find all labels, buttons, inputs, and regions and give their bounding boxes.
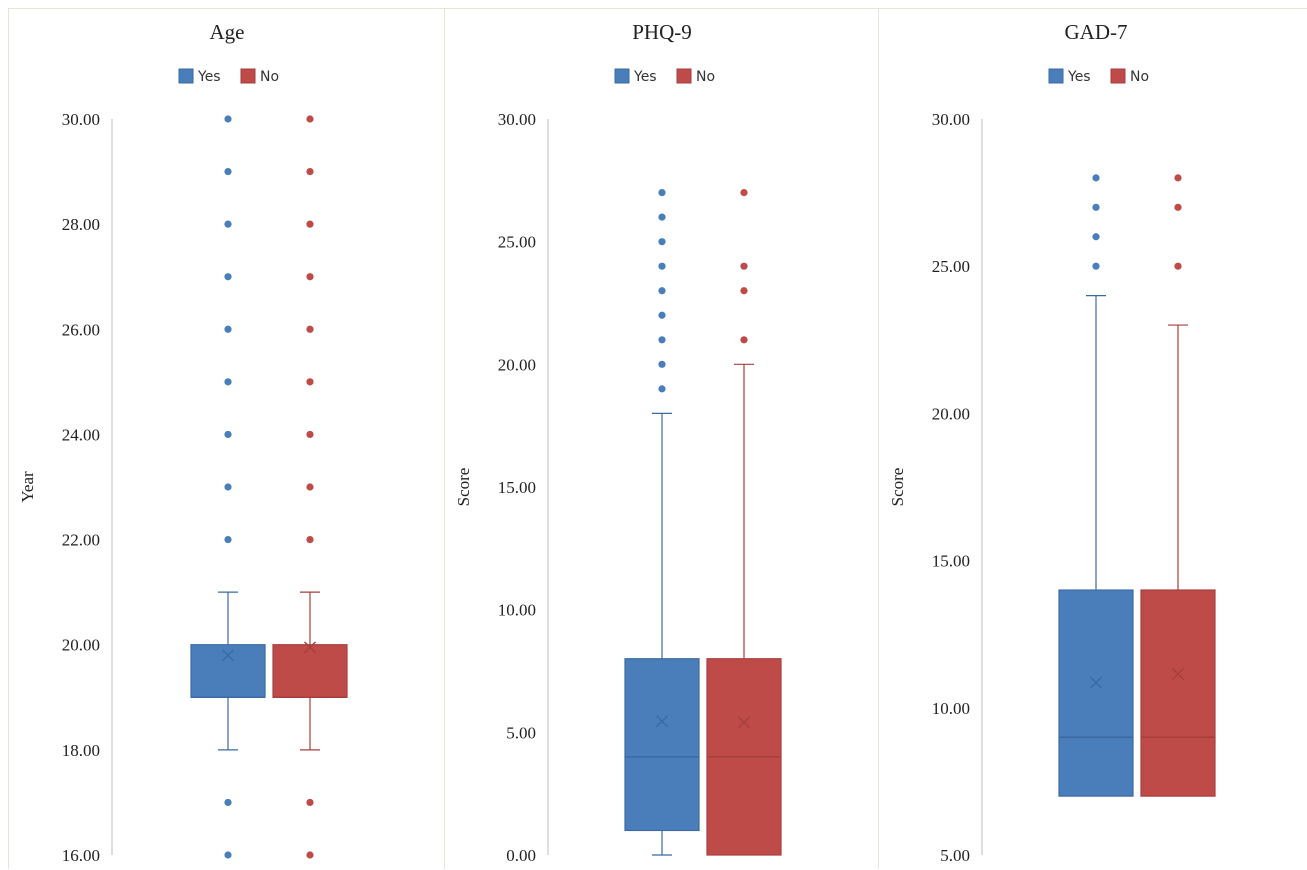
age-yes-box [190, 644, 266, 698]
gad7-yes-outlier-point [1092, 174, 1100, 182]
gad7-y-tick-label: 25.00 [932, 257, 970, 276]
gad7-y-tick-label: 5.00 [940, 846, 970, 865]
age-no-outlier-point [306, 273, 314, 281]
age-yes-outlier-point [224, 273, 232, 281]
phq9-no-outlier-point [740, 262, 748, 270]
legend-label-no: No [260, 69, 279, 85]
age-no-outlier-point [306, 483, 314, 491]
legend-swatch-no [240, 68, 256, 84]
phq9-yes-outlier-point [658, 385, 666, 393]
phq9-no-outlier-point [740, 336, 748, 344]
phq9-yes-outlier-point [658, 287, 666, 295]
age-yes-outlier-point [224, 378, 232, 386]
phq9-y-axis-label: Score [454, 468, 473, 507]
phq9-y-tick-label: 5.00 [506, 723, 536, 742]
age-no-outlier-point [306, 851, 314, 859]
legend-label-yes: Yes [633, 69, 657, 85]
age-chart-panel: Age Yes No 16.00 18.00 20.00 22.00 24.00 26.00 28… [8, 8, 444, 869]
phq9-yes-outlier-point [658, 336, 666, 344]
phq9-yes-outlier-point [658, 213, 666, 221]
phq9-yes-box [624, 658, 700, 832]
legend-swatch-yes [614, 68, 630, 84]
age-no-outlier-point [306, 167, 314, 176]
phq9-box-plot: PHQ-9 Yes No 0.00 5.00 10.00 15.00 20.00 25.00 30… [454, 20, 782, 865]
age-no-outlier-point [306, 220, 314, 228]
legend-label-no: No [696, 69, 715, 85]
phq9-y-tick-label: 20.00 [498, 355, 536, 374]
phq9-no-mean-marker [738, 716, 750, 729]
age-yes-outlier-point [224, 430, 232, 439]
phq9-yes-outlier-point [658, 311, 666, 319]
age-no-outlier-point [306, 378, 314, 386]
age-yes-outlier-point [224, 798, 232, 807]
legend-swatch-no [1110, 68, 1126, 84]
legend-label-yes: Yes [1067, 69, 1091, 85]
gad7-yes-outlier-point [1092, 203, 1100, 211]
gad7-y-tick-label: 20.00 [932, 404, 970, 423]
age-no-outlier-point [306, 325, 314, 333]
legend-label-yes: Yes [197, 69, 221, 85]
phq9-no-outlier-point [740, 189, 748, 197]
phq9-y-tick-label: 30.00 [498, 110, 536, 129]
gad7-yes-outlier-point [1092, 262, 1100, 270]
gad7-chart-title: GAD-7 [1065, 20, 1128, 44]
gad7-no-outlier-point [1174, 203, 1182, 211]
gad7-y-tick-label: 15.00 [932, 552, 970, 571]
age-no-outlier-point [306, 115, 314, 123]
gad7-no-outlier-point [1174, 262, 1182, 270]
gad7-y-tick-label: 10.00 [932, 699, 970, 718]
age-box-plot: Age Yes No 16.00 18.00 20.00 22.00 24.00 26.00 28… [18, 20, 348, 865]
age-yes-mean-marker [222, 649, 234, 662]
age-no-mean-marker [304, 641, 316, 654]
gad7-y-axis-label: Score [888, 468, 907, 507]
phq9-yes-outlier-point [658, 360, 666, 368]
legend-swatch-yes [178, 68, 194, 84]
age-y-tick-label: 24.00 [62, 425, 100, 444]
gad7-yes-outlier-point [1092, 233, 1100, 241]
gad7-yes-mean-marker [1090, 676, 1102, 689]
phq9-y-tick-label: 15.00 [498, 478, 536, 497]
phq9-yes-outlier-point [658, 238, 666, 246]
legend-label-no: No [1130, 69, 1149, 85]
legend-swatch-yes [1048, 68, 1064, 84]
phq9-y-tick-label: 0.00 [506, 846, 536, 865]
gad7-no-outlier-point [1174, 174, 1182, 182]
legend-swatch-no [676, 68, 692, 84]
age-yes-outlier-point [224, 325, 232, 333]
phq9-no-outlier-point [740, 287, 748, 295]
age-no-box [272, 644, 348, 698]
phq9-y-tick-label: 25.00 [498, 233, 536, 252]
age-yes-outlier-point [224, 483, 232, 491]
age-no-outlier-point [306, 798, 314, 807]
phq9-y-tick-label: 10.00 [498, 601, 536, 620]
age-yes-outlier-point [224, 535, 232, 544]
gad7-yes-box [1058, 589, 1134, 797]
gad7-chart-panel: GAD-7 Yes No 5.00 10.00 15.00 20.00 25.00 30.00 S… [878, 8, 1307, 869]
age-y-tick-label: 26.00 [62, 320, 100, 339]
age-yes-outlier-point [224, 115, 232, 123]
age-y-tick-label: 30.00 [62, 110, 100, 129]
gad7-box-plot: GAD-7 Yes No 5.00 10.00 15.00 20.00 25.00 30.00 S… [888, 20, 1216, 865]
age-yes-outlier-point [224, 220, 232, 228]
age-y-tick-label: 20.00 [62, 636, 100, 655]
phq9-chart-title: PHQ-9 [632, 20, 692, 44]
age-y-tick-label: 18.00 [62, 741, 100, 760]
age-yes-outlier-point [224, 851, 232, 859]
age-chart-title: Age [210, 20, 245, 44]
age-y-tick-label: 16.00 [62, 846, 100, 865]
age-y-tick-label: 28.00 [62, 215, 100, 234]
gad7-no-box [1140, 589, 1216, 797]
age-no-outlier-point [306, 535, 314, 544]
phq9-chart-panel: PHQ-9 Yes No 0.00 5.00 10.00 15.00 20.00 25.00 30… [444, 8, 878, 869]
age-no-outlier-point [306, 430, 314, 439]
age-y-axis-label: Year [18, 471, 37, 503]
phq9-yes-mean-marker [656, 715, 668, 728]
gad7-y-tick-label: 30.00 [932, 110, 970, 129]
gad7-no-mean-marker [1172, 667, 1184, 680]
age-yes-outlier-point [224, 167, 232, 176]
phq9-yes-outlier-point [658, 189, 666, 197]
age-y-tick-label: 22.00 [62, 531, 100, 550]
phq9-yes-outlier-point [658, 262, 666, 270]
